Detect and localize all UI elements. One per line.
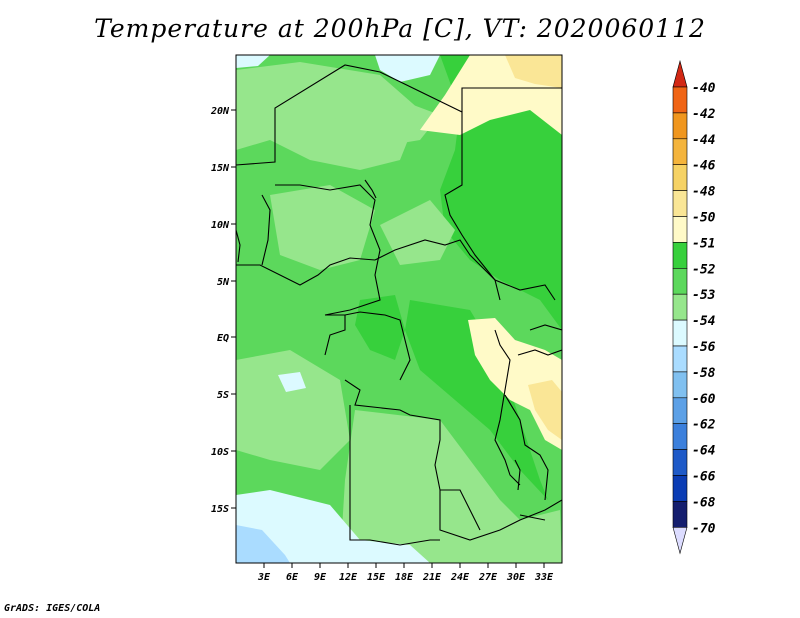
colorbar-label: -64 [692,444,716,459]
lon-label-24e: 24E [450,572,470,583]
field-region [330,100,440,150]
border-line [517,349,562,356]
border-line [236,64,501,301]
colorbar-swatch [672,112,688,140]
lat-label-eq: EQ [217,333,229,344]
longitude-axis: 3E 6E 9E 12E 15E 18E 21E 24E 27E 30E 33E [257,563,554,583]
colorbar-label: -40 [692,81,716,96]
grads-credit: GrADS: IGES/COLA [4,603,101,614]
lon-label-3e: 3E [257,572,271,583]
lat-label-5s: 5S [217,390,229,401]
lon-label-27e: 27E [478,572,498,583]
colorbar-label: -56 [692,340,716,355]
colorbar-label: -62 [692,418,716,433]
colorbar-label: -70 [692,521,716,536]
lon-label-30e: 30E [506,572,526,583]
border-line [261,194,271,266]
colorbar-swatch [672,319,688,347]
colorbar-swatch [672,216,688,243]
colorbar-top-arrow [672,59,688,88]
colorbar-swatch [672,293,688,321]
border-line [519,514,546,521]
lon-label-6e: 6E [286,572,299,583]
colorbar-swatch [672,449,688,476]
border-line [374,239,556,301]
lon-label-18e: 18E [395,572,414,583]
colorbar-label: -53 [692,288,716,303]
border-line [514,459,521,491]
colorbar-swatch [672,190,688,217]
field-region [236,525,290,563]
colorbar-swatch [672,242,688,269]
colorbar-label: -48 [692,185,716,200]
field-region [505,55,562,88]
border-line [275,184,381,316]
field-region [270,185,375,270]
map-title: Temperature at 200hPa [C], VT: 202006011… [94,14,706,43]
lon-label-15e: 15E [367,572,386,583]
lat-label-15s: 15S [211,504,229,515]
field-region [405,300,548,500]
colorbar-label: -52 [692,262,716,277]
field-region [236,350,350,470]
border-line [439,490,562,541]
colorbar-label: -44 [692,133,716,148]
colorbar-label: -68 [692,495,716,510]
border-line [461,87,562,112]
temperature-field [236,55,562,563]
colorbar-label: -46 [692,159,716,174]
field-region [528,380,562,440]
lat-label-10n: 10N [211,220,230,231]
field-region [340,410,562,563]
colorbar-swatch [672,164,688,191]
colorbar-label: -50 [692,211,716,226]
field-region [278,372,306,392]
field-region [375,55,440,82]
colorbar-label: -60 [692,392,716,407]
border-line [364,179,377,199]
lat-label-20n: 20N [210,106,230,117]
border-line [236,257,376,286]
colorbar-label: -66 [692,470,716,485]
colorbar-swatch [672,138,688,166]
colorbar-label: -51 [692,236,715,251]
colorbar: -40 -42 -44 -46 -48 -50 -51 -52 -53 -54 -56 -58 -60 -… [672,59,716,555]
colorbar-swatch [672,86,688,114]
colorbar-swatch [672,371,688,399]
field-region [355,295,405,360]
border-line [344,379,481,531]
border-line [349,405,440,546]
border-line [325,311,411,381]
lon-label-21e: 21E [422,572,442,583]
lat-label-15n: 15N [211,163,230,174]
lon-label-33e: 33E [534,572,554,583]
field-region [236,490,430,563]
colorbar-swatch [672,267,688,295]
border-line [494,329,521,486]
map-frame [235,54,563,564]
colorbar-swatch [672,345,688,373]
colorbar-bottom-arrow [672,526,688,555]
field-region [236,55,270,68]
lat-label-5n: 5N [217,277,230,288]
lat-label-10s: 10S [211,447,229,458]
colorbar-label: -42 [692,107,716,122]
border-line [324,315,346,356]
border-line [504,394,549,501]
border-line [529,324,562,331]
lon-label-12e: 12E [339,572,358,583]
border-line [236,229,241,263]
colorbar-label: -58 [692,366,716,381]
colorbar-swatch [672,397,688,424]
colorbar-label: -54 [692,314,716,329]
lon-label-9e: 9E [314,572,327,583]
colorbar-swatch [672,475,688,502]
colorbar-swatch [672,501,688,528]
latitude-axis: 20N 15N 10N 5N EQ 5S 10S 15S [210,106,236,515]
colorbar-swatch [672,423,688,450]
country-borders [236,64,562,546]
